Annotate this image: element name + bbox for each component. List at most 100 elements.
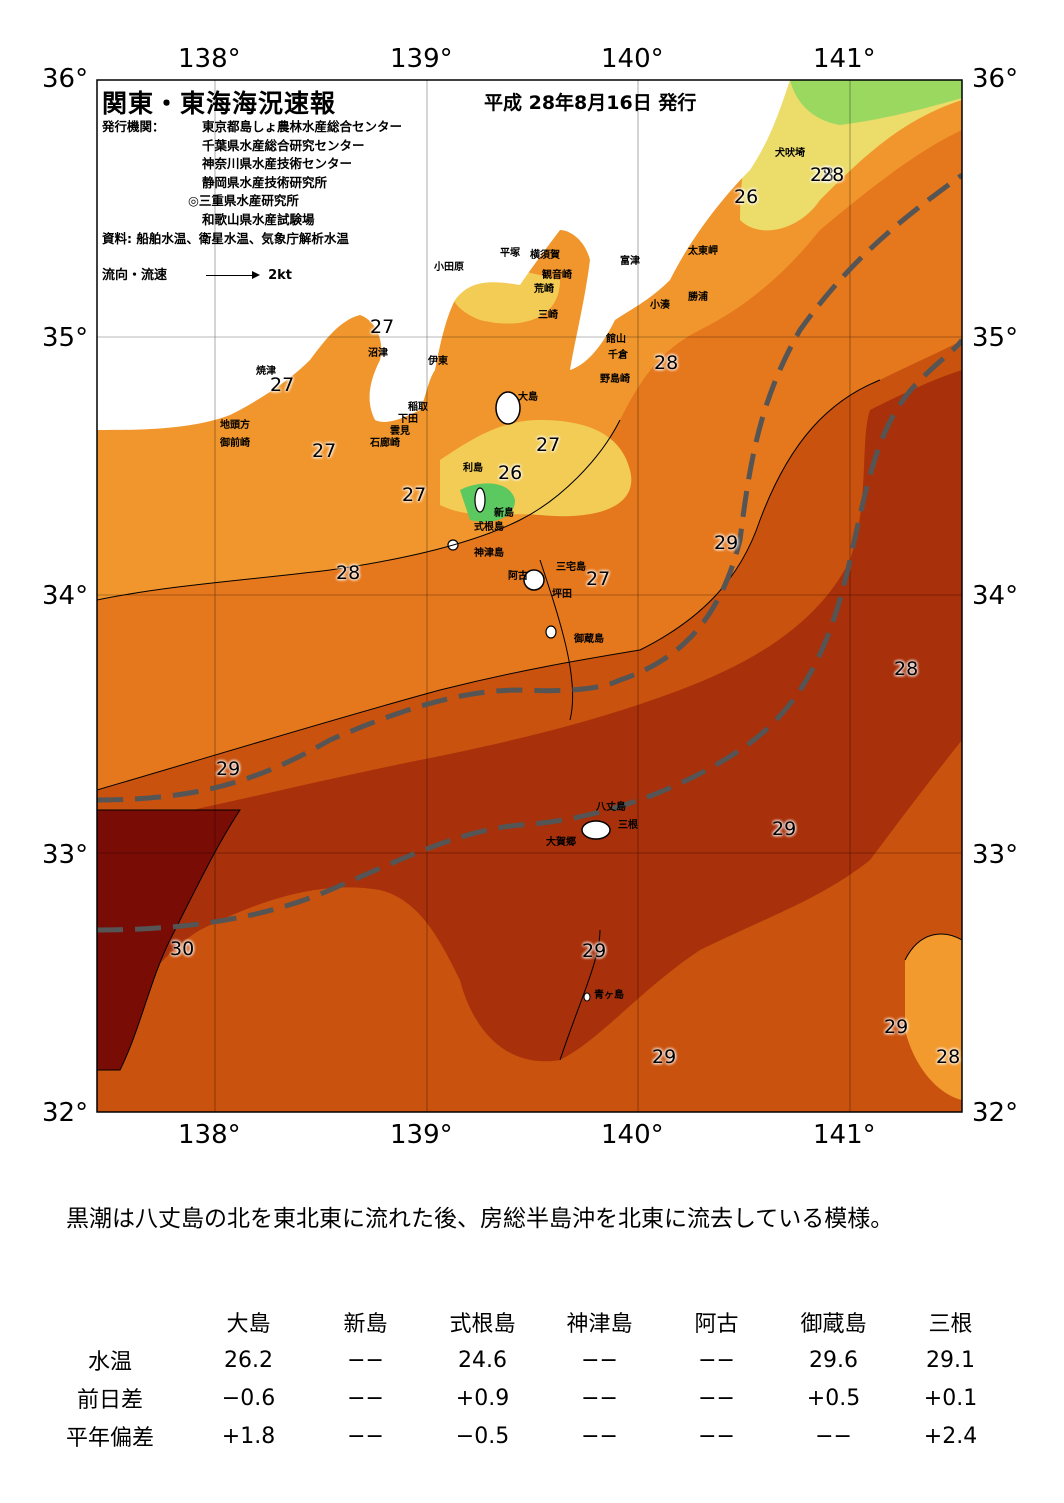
lon-top-140: 140° bbox=[601, 44, 664, 74]
temp-zone-28-se bbox=[905, 934, 962, 1100]
isotherm-label: 27 bbox=[586, 568, 611, 590]
place-label: 野島崎 bbox=[600, 374, 630, 385]
issuer-3: 静岡県水産技術研究所 bbox=[202, 174, 328, 190]
col-header: 大島 bbox=[226, 1312, 271, 1337]
place-label: 荒崎 bbox=[534, 284, 554, 295]
place-label: 千倉 bbox=[608, 350, 628, 361]
table-cell: +0.5 bbox=[806, 1385, 861, 1411]
table-cell: 24.6 bbox=[458, 1347, 507, 1373]
lat-left-34: 34° bbox=[42, 581, 89, 611]
isotherm-label: 27 bbox=[370, 316, 395, 338]
table-cell: 26.2 bbox=[224, 1347, 273, 1373]
island-niijima bbox=[474, 487, 486, 513]
lon-top-138: 138° bbox=[178, 44, 241, 74]
place-label: 観音崎 bbox=[542, 270, 572, 281]
isotherm-label: 29 bbox=[652, 1046, 677, 1068]
place-label: 伊東 bbox=[428, 356, 448, 367]
col-header: 御蔵島 bbox=[800, 1312, 867, 1337]
temp-zone-30 bbox=[97, 370, 962, 1062]
place-label: 下田 bbox=[398, 414, 418, 425]
place-label: 富津 bbox=[620, 256, 640, 267]
row-label: 前日差 bbox=[76, 1388, 143, 1413]
place-label: 犬吠埼 bbox=[775, 148, 805, 159]
table-cell: −− bbox=[698, 1347, 735, 1373]
place-label: 雲見 bbox=[390, 426, 410, 437]
issuer-block: 発行機関： 東京都島しょ農林水産総合センター 千葉県水産総合研究センター 神奈川県… bbox=[102, 118, 402, 229]
lat-left-35: 35° bbox=[42, 323, 89, 353]
table-cell: −− bbox=[815, 1423, 852, 1449]
place-label: 横須賀 bbox=[530, 250, 560, 261]
isotherm-label: 28 bbox=[654, 352, 679, 374]
kuroshio-axis bbox=[97, 172, 962, 933]
place-label: 八丈島 bbox=[596, 802, 626, 813]
lat-right-36: 36° bbox=[972, 64, 1019, 94]
data-source: 資料: 船舶水温、衛星水温、気象庁解析水温 bbox=[102, 231, 349, 246]
land-honshu bbox=[97, 80, 790, 430]
issuer-4: ◎三重県水産研究所 bbox=[188, 193, 299, 208]
isotherm-label: 29 bbox=[582, 940, 607, 962]
table-cell: −− bbox=[581, 1347, 618, 1373]
island-oshima bbox=[495, 391, 521, 425]
place-label: 阿古 bbox=[508, 571, 528, 582]
lon-bottom-139: 139° bbox=[390, 1120, 453, 1150]
table-cell: −− bbox=[698, 1423, 735, 1449]
table-row: 水温 26.2 −− 24.6 −− −− 29.6 29.1 bbox=[30, 1341, 1009, 1379]
table-cell: −0.6 bbox=[221, 1385, 276, 1411]
lat-right-35: 35° bbox=[972, 323, 1019, 353]
table-cell: −0.5 bbox=[455, 1423, 510, 1449]
isotherm-label: 27 bbox=[402, 484, 427, 506]
isotherm-label: 26 bbox=[498, 462, 523, 484]
legend-label: 流向・流速 bbox=[102, 268, 168, 283]
isotherm-label: 26 bbox=[734, 186, 759, 208]
table-cell: +1.8 bbox=[221, 1423, 276, 1449]
table-row: 前日差 −0.6 −− +0.9 −− −− +0.5 +0.1 bbox=[30, 1379, 1009, 1417]
observation-table: 大島 新島 式根島 神津島 阿古 御蔵島 三根 水温 26.2 −− 24.6 … bbox=[30, 1303, 1009, 1455]
place-label: 三崎 bbox=[538, 310, 558, 321]
temp-zone-25-chiba bbox=[790, 80, 962, 125]
isotherm-label: 29 bbox=[772, 818, 797, 840]
lon-bottom-140: 140° bbox=[601, 1120, 664, 1150]
place-label: 平塚 bbox=[500, 248, 520, 259]
lon-bottom-138: 138° bbox=[178, 1120, 241, 1150]
island-hachijojima bbox=[581, 820, 611, 840]
arrow-icon bbox=[205, 271, 260, 279]
lon-bottom-141: 141° bbox=[813, 1120, 876, 1150]
place-label: 勝浦 bbox=[688, 292, 708, 303]
isotherm-label: 28 bbox=[894, 658, 919, 680]
isotherm-label: 27 bbox=[312, 440, 337, 462]
col-header: 三根 bbox=[928, 1312, 973, 1337]
col-header: 新島 bbox=[343, 1312, 388, 1337]
table-cell: −− bbox=[347, 1385, 384, 1411]
place-label: 三根 bbox=[618, 820, 638, 831]
place-label: 太東岬 bbox=[688, 246, 718, 257]
isotherm-label: 28 bbox=[936, 1046, 961, 1068]
place-label: 小湊 bbox=[650, 300, 670, 311]
isotherm-lines bbox=[97, 379, 962, 1071]
place-label: 小田原 bbox=[434, 262, 464, 273]
place-label: 御前崎 bbox=[220, 438, 250, 449]
issuer-2: 神奈川県水産技術センター bbox=[202, 156, 353, 171]
island-mikurajima bbox=[545, 625, 557, 639]
place-label: 沼津 bbox=[368, 348, 388, 359]
table-cell: −− bbox=[581, 1385, 618, 1411]
lon-top-141: 141° bbox=[813, 44, 876, 74]
lat-right-34: 34° bbox=[972, 581, 1019, 611]
temp-zone-30-core bbox=[97, 810, 240, 1070]
table-cell: −− bbox=[581, 1423, 618, 1449]
table-cell: +0.9 bbox=[455, 1385, 510, 1411]
lat-left-33: 33° bbox=[42, 840, 89, 870]
table-cell: −− bbox=[347, 1423, 384, 1449]
place-label: 青ヶ島 bbox=[594, 990, 624, 1001]
isotherm-label: 28 bbox=[336, 562, 361, 584]
table-row: 平年偏差 +1.8 −− −0.5 −− −− −− +2.4 bbox=[30, 1417, 1009, 1455]
issuer-0: 東京都島しょ農林水産総合センター bbox=[202, 119, 403, 134]
table-cell: 29.1 bbox=[926, 1347, 975, 1373]
place-label: 御蔵島 bbox=[574, 634, 604, 645]
place-label: 焼津 bbox=[256, 366, 276, 377]
table-header-row: 大島 新島 式根島 神津島 阿古 御蔵島 三根 bbox=[30, 1303, 1009, 1341]
isotherm-label: 29 bbox=[714, 532, 739, 554]
temp-zone-25-niijima bbox=[460, 483, 515, 522]
place-label: 式根島 bbox=[474, 522, 504, 533]
isotherm-label: 27 bbox=[270, 374, 295, 396]
